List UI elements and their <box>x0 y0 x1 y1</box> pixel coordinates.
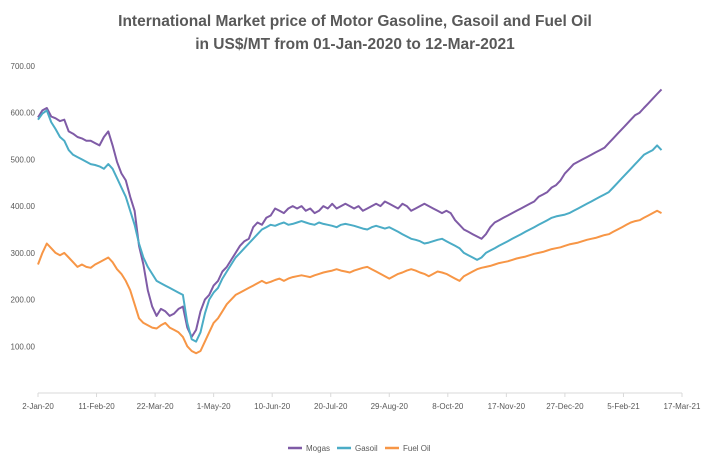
x-tick-label: 1-May-20 <box>197 402 231 411</box>
chart-title-line-1: International Market price of Motor Gaso… <box>118 13 592 30</box>
series-line-gasoil <box>37 109 663 343</box>
chart-title-line-2: in US$/MT from 01-Jan-2020 to 12-Mar-202… <box>195 36 515 53</box>
x-tick-label: 8-Oct-20 <box>432 402 464 411</box>
y-tick-label: 700.00 <box>11 62 36 71</box>
y-tick-label: 600.00 <box>11 109 36 118</box>
x-tick-label: 17-Mar-21 <box>664 402 701 411</box>
x-tick-label: 17-Nov-20 <box>488 402 526 411</box>
x-tick-label: 2-Jan-20 <box>22 402 54 411</box>
x-tick-label: 5-Feb-21 <box>607 402 640 411</box>
x-tick-label: 29-Aug-20 <box>371 402 409 411</box>
x-tick-label: 11-Feb-20 <box>78 402 115 411</box>
series-line-mogas <box>37 88 663 338</box>
y-tick-label: 500.00 <box>11 155 36 164</box>
x-tick-label: 20-Jul-20 <box>314 402 348 411</box>
legend-label-mogas: Mogas <box>306 444 330 453</box>
x-tick-label: 27-Dec-20 <box>546 402 584 411</box>
legend-label-fuel-oil: Fuel Oil <box>403 444 431 453</box>
x-tick-label: 22-Mar-20 <box>137 402 174 411</box>
chart-title: International Market price of Motor Gaso… <box>0 10 710 56</box>
y-tick-label: 300.00 <box>11 249 36 258</box>
y-tick-label: 200.00 <box>11 296 36 305</box>
series-line-fuel-oil <box>37 209 662 355</box>
legend-label-gasoil: Gasoil <box>355 444 378 453</box>
x-tick-label: 10-Jun-20 <box>254 402 291 411</box>
y-tick-label: 400.00 <box>11 202 36 211</box>
y-tick-label: 100.00 <box>11 342 36 351</box>
